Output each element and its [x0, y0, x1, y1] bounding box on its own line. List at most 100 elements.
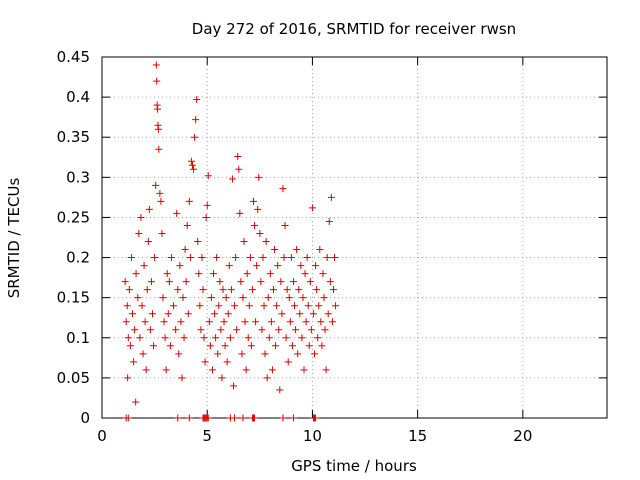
data-point [268, 366, 276, 374]
y-tick-label: 0.1 [66, 329, 90, 347]
data-point [286, 318, 294, 326]
y-tick-label: 0.25 [57, 208, 90, 226]
data-point [188, 161, 196, 169]
data-points [121, 61, 340, 422]
data-point [161, 334, 169, 342]
data-point [208, 366, 216, 374]
data-point [237, 278, 245, 286]
data-point [303, 254, 311, 262]
data-point [178, 374, 186, 382]
data-point [322, 366, 330, 374]
data-point [304, 302, 312, 310]
data-point [142, 366, 150, 374]
data-point [126, 342, 134, 350]
data-point [134, 294, 142, 302]
data-point [212, 334, 220, 342]
data-point [155, 145, 163, 153]
data-point [252, 318, 260, 326]
data-point [314, 334, 322, 342]
data-point [166, 342, 174, 350]
data-point [136, 334, 144, 342]
data-point [279, 185, 287, 193]
data-point [312, 414, 320, 422]
data-point [243, 270, 251, 278]
data-point [160, 318, 168, 326]
data-point [241, 318, 249, 326]
data-point [140, 262, 148, 270]
y-tick-label: 0.05 [57, 369, 90, 387]
data-point [327, 193, 335, 201]
data-point [202, 213, 210, 221]
data-point [253, 262, 261, 270]
data-point [287, 254, 295, 262]
data-point [232, 254, 240, 262]
data-point [175, 350, 183, 358]
data-point [329, 286, 337, 294]
data-point [176, 262, 184, 270]
data-point [300, 366, 308, 374]
data-point [167, 254, 175, 262]
data-point [180, 334, 188, 342]
data-point [149, 310, 156, 318]
data-point [274, 262, 282, 270]
data-point [173, 209, 181, 217]
data-point [296, 310, 304, 318]
data-point [190, 165, 198, 173]
data-point [179, 294, 187, 302]
data-point [147, 278, 155, 286]
data-point [248, 286, 256, 294]
data-point [316, 246, 324, 254]
data-point [275, 326, 283, 334]
data-point [132, 270, 140, 278]
data-point [298, 334, 306, 342]
y-tick-label: 0.3 [66, 168, 90, 186]
data-point [245, 302, 253, 310]
data-point [201, 358, 209, 366]
data-point [285, 294, 293, 302]
data-point [251, 221, 259, 229]
data-point [256, 229, 264, 237]
data-point [138, 302, 146, 310]
data-point [163, 270, 171, 278]
plot-frame [101, 56, 608, 419]
data-point [159, 294, 167, 302]
data-point [182, 278, 190, 286]
data-point [121, 278, 129, 286]
data-point [226, 334, 234, 342]
data-point [238, 350, 246, 358]
data-point [240, 238, 248, 246]
data-point [239, 414, 247, 422]
x-tick-label: 5 [202, 427, 212, 445]
data-point [306, 278, 314, 286]
data-point [288, 342, 296, 350]
data-point [135, 229, 143, 237]
data-point [267, 318, 275, 326]
data-point [213, 254, 221, 262]
data-point [204, 414, 212, 422]
data-point [323, 254, 331, 262]
y-tick-label: 0.35 [57, 128, 90, 146]
data-point [259, 254, 267, 262]
data-point [325, 217, 333, 225]
data-point [124, 374, 132, 382]
data-point [200, 334, 208, 342]
data-point [141, 318, 149, 326]
data-point [165, 278, 173, 286]
data-point [317, 318, 325, 326]
data-point [269, 286, 277, 294]
x-tick-labels: 0 5 10 15 20 [97, 427, 532, 445]
data-point [224, 310, 232, 318]
data-point [123, 302, 131, 310]
data-point [230, 382, 238, 390]
data-point [254, 205, 262, 213]
data-point [193, 96, 201, 104]
data-point [262, 238, 270, 246]
data-point [152, 181, 160, 189]
data-point [157, 197, 165, 205]
data-point [137, 213, 145, 221]
data-point [321, 326, 329, 334]
data-point [143, 286, 151, 294]
data-point [299, 294, 307, 302]
data-point [174, 414, 182, 422]
